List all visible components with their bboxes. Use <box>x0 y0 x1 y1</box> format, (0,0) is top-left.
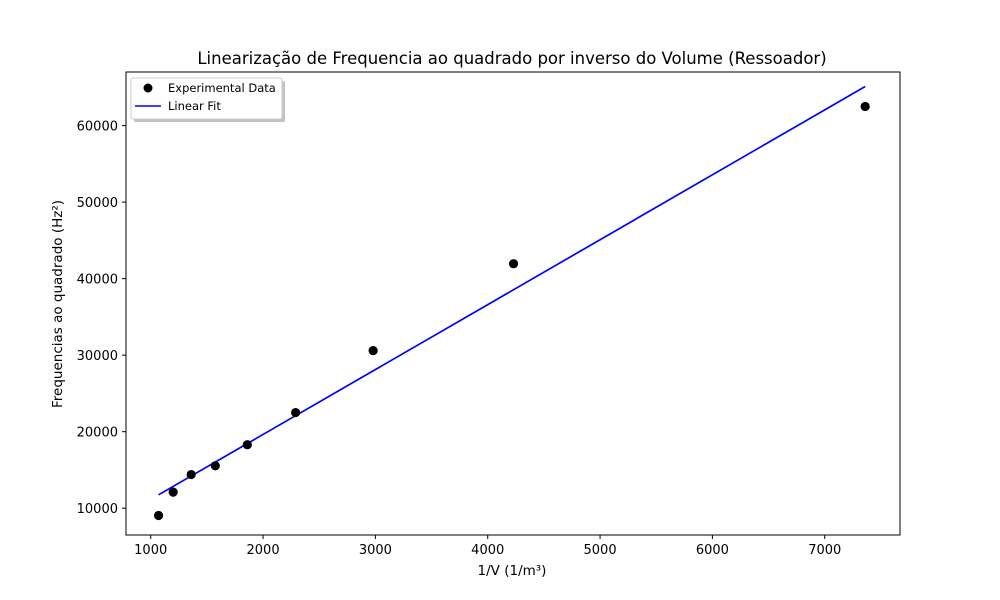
y-tick-label: 60000 <box>77 120 118 135</box>
data-point <box>368 345 378 356</box>
x-tick-label: 1000 <box>134 543 167 558</box>
data-point <box>860 101 870 112</box>
x-tick-label: 6000 <box>696 543 729 558</box>
data-points-layer <box>153 101 870 521</box>
legend-box <box>130 77 283 120</box>
data-point <box>242 440 252 450</box>
y-tick-label: 30000 <box>77 349 118 364</box>
y-tick-label: 50000 <box>77 196 118 211</box>
legend-marker-experimental <box>143 83 153 93</box>
y-axis-label: Frequencias ao quadrado (Hz²) <box>50 200 66 408</box>
data-point <box>210 461 220 471</box>
y-tick-label: 20000 <box>77 426 118 441</box>
legend-label-experimental: Experimental Data <box>168 81 276 95</box>
chart-title: Linearização de Frequencia ao quadrado p… <box>197 49 826 68</box>
y-tick-label: 10000 <box>77 502 118 517</box>
data-point <box>153 510 164 521</box>
axes-frame <box>125 71 901 536</box>
x-tick-label: 7000 <box>808 543 841 558</box>
linear-fit-line <box>158 85 866 496</box>
x-tick-label: 4000 <box>471 543 504 558</box>
x-tick-label: 2000 <box>247 543 280 558</box>
legend-label-fit: Linear Fit <box>168 99 221 113</box>
legend: Experimental Data Linear Fit <box>130 77 285 122</box>
fit-line-layer <box>158 85 866 496</box>
data-point <box>186 469 196 480</box>
y-tick-label: 40000 <box>77 273 118 288</box>
x-axis-ticks: 1000 2000 3000 4000 5000 6000 7000 <box>134 535 841 558</box>
data-point <box>168 487 178 497</box>
plot-area <box>125 71 901 536</box>
x-tick-label: 3000 <box>359 543 392 558</box>
x-tick-label: 5000 <box>584 543 617 558</box>
x-axis-label: 1/V (1/m³) <box>478 563 547 579</box>
y-axis-ticks: 10000 20000 30000 40000 50000 60000 <box>77 120 126 517</box>
data-point <box>508 259 519 269</box>
data-point <box>291 407 301 418</box>
